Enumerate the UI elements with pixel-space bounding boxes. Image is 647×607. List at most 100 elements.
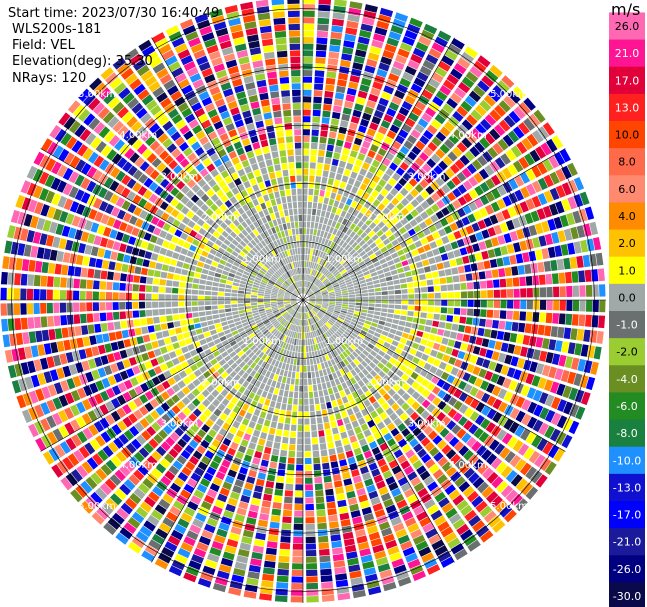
velocity-gate: [558, 354, 567, 367]
velocity-gate: [258, 323, 265, 329]
velocity-gate: [43, 343, 52, 355]
velocity-gate: [357, 541, 370, 551]
velocity-gate: [7, 303, 14, 316]
velocity-gate: [516, 228, 525, 240]
velocity-gate: [315, 370, 320, 378]
velocity-gate: [350, 361, 357, 369]
velocity-gate: [432, 435, 443, 445]
velocity-gate: [342, 273, 350, 279]
velocity-gate: [242, 237, 250, 245]
velocity-gate: [114, 469, 126, 482]
velocity-gate: [131, 121, 143, 133]
velocity-gate: [344, 276, 351, 281]
velocity-gate: [432, 386, 441, 395]
velocity-gate: [295, 378, 299, 385]
velocity-gate: [323, 333, 328, 340]
velocity-gate: [285, 350, 290, 357]
velocity-gate: [396, 397, 406, 407]
velocity-gate: [415, 100, 426, 111]
velocity-gate: [313, 229, 318, 236]
velocity-gate: [103, 177, 114, 188]
velocity-gate: [139, 501, 152, 513]
velocity-gate: [304, 457, 312, 465]
velocity-gate: [162, 517, 175, 528]
velocity-gate: [262, 346, 269, 353]
velocity-gate: [399, 145, 410, 155]
velocity-gate: [543, 174, 554, 188]
velocity-gate: [500, 365, 510, 376]
velocity-gate: [401, 300, 408, 305]
velocity-gate: [441, 207, 450, 216]
velocity-gate: [357, 321, 364, 326]
velocity-gate: [356, 432, 365, 441]
velocity-gate: [382, 49, 395, 60]
velocity-gate: [380, 120, 391, 129]
velocity-gate: [82, 256, 90, 266]
velocity-gate: [328, 329, 334, 336]
velocity-gate: [387, 546, 400, 556]
velocity-gate: [434, 423, 445, 434]
velocity-gate: [335, 293, 342, 297]
velocity-gate: [211, 301, 218, 305]
velocity-gate: [278, 416, 285, 424]
velocity-gate: [368, 586, 382, 596]
velocity-gate: [240, 189, 248, 198]
velocity-gate: [266, 312, 273, 316]
velocity-gate: [179, 158, 190, 168]
velocity-gate: [314, 305, 321, 309]
velocity-gate: [334, 332, 340, 339]
velocity-gate: [399, 315, 407, 321]
velocity-gate: [369, 213, 377, 221]
velocity-gate: [356, 212, 364, 220]
velocity-gate: [567, 196, 578, 210]
velocity-gate: [288, 351, 292, 358]
velocity-gate: [186, 530, 199, 541]
velocity-gate: [382, 250, 390, 258]
velocity-gate: [205, 258, 213, 265]
velocity-gate: [354, 244, 361, 251]
velocity-gate: [398, 320, 406, 326]
velocity-gate: [67, 265, 75, 276]
velocity-gate: [158, 429, 168, 440]
velocity-gate: [480, 418, 491, 430]
velocity-gate: [329, 527, 340, 535]
velocity-gate: [290, 309, 295, 315]
velocity-gate: [442, 103, 454, 114]
velocity-gate: [287, 337, 291, 344]
velocity-gate: [345, 94, 356, 103]
velocity-gate: [147, 368, 157, 378]
velocity-gate: [319, 258, 324, 265]
velocity-gate: [323, 315, 330, 321]
velocity-gate: [369, 361, 376, 369]
velocity-gate: [264, 290, 272, 294]
velocity-gate: [315, 490, 324, 497]
velocity-gate: [364, 357, 372, 365]
velocity-gates: [0, 0, 606, 603]
velocity-gate: [354, 311, 361, 315]
velocity-gate: [374, 550, 387, 560]
velocity-gate: [297, 305, 301, 312]
velocity-gate: [180, 449, 191, 460]
velocity-gate: [451, 267, 459, 275]
velocity-gate: [14, 318, 22, 331]
velocity-gate: [304, 411, 310, 418]
velocity-gate: [307, 319, 310, 326]
velocity-gate: [351, 469, 360, 478]
velocity-gate: [549, 428, 561, 442]
velocity-gate: [122, 130, 134, 142]
velocity-gate: [489, 109, 502, 122]
velocity-gate: [295, 372, 300, 379]
velocity-gate: [260, 459, 269, 467]
velocity-gate: [407, 288, 415, 294]
velocity-gate: [191, 306, 199, 312]
velocity-gate: [294, 304, 299, 310]
velocity-gate: [106, 353, 116, 363]
velocity-gate: [362, 339, 369, 346]
velocity-gate: [327, 178, 334, 186]
velocity-gate: [237, 548, 250, 558]
velocity-gate: [524, 212, 534, 225]
velocity-gate: [254, 317, 261, 322]
velocity-gate: [406, 397, 416, 406]
velocity-gate: [577, 358, 586, 372]
velocity-gate: [187, 152, 197, 162]
